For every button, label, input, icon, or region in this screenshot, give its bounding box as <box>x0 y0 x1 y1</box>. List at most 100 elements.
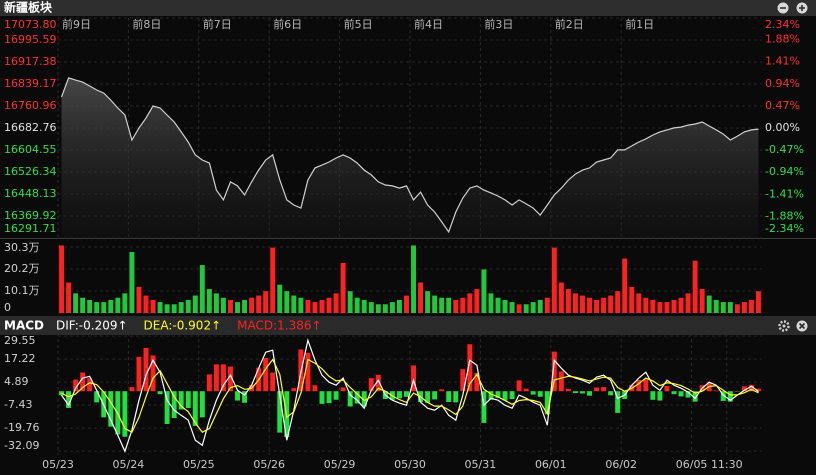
bar <box>502 299 508 313</box>
bar <box>326 391 332 404</box>
bar <box>594 299 600 313</box>
bar <box>608 391 614 396</box>
bar <box>171 391 177 419</box>
bar <box>551 247 557 313</box>
y-tick-label: -32.09 <box>4 439 39 452</box>
bar <box>495 391 501 398</box>
bar <box>368 378 374 392</box>
bar <box>340 387 346 392</box>
bar <box>418 282 424 313</box>
y-tick-label: 16682.76 <box>4 121 57 134</box>
bar <box>87 299 93 313</box>
bar <box>495 297 501 313</box>
x-tick-label: 05/24 <box>113 458 145 471</box>
bar <box>66 282 72 313</box>
header-bar <box>0 0 816 16</box>
y2-tick-label: 0.94% <box>765 77 800 90</box>
bar <box>727 302 733 313</box>
series-line <box>61 358 759 434</box>
bar <box>756 388 761 392</box>
bar <box>361 299 367 313</box>
zoom-out-button[interactable] <box>777 2 789 14</box>
bar <box>220 297 226 313</box>
bar <box>59 245 64 313</box>
y-tick-label: 17073.80 <box>4 18 57 31</box>
bar <box>143 347 149 392</box>
y-tick-label: -19.76 <box>4 421 39 434</box>
close-button[interactable] <box>796 320 808 332</box>
x-tick-label: 05/25 <box>183 458 215 471</box>
bar <box>657 391 663 401</box>
y2-tick-label: 0.47% <box>765 99 800 112</box>
bar <box>249 297 255 313</box>
bar <box>333 293 339 313</box>
x-tick-label: 前3日 <box>484 17 513 31</box>
bar <box>601 387 607 392</box>
bar <box>488 391 494 400</box>
bar <box>516 380 522 392</box>
bar <box>699 289 705 313</box>
bar <box>741 302 747 313</box>
bar <box>73 293 79 313</box>
bar <box>122 391 128 437</box>
bar <box>94 302 100 313</box>
bar <box>439 389 445 392</box>
bar <box>347 391 353 407</box>
bar <box>516 304 522 313</box>
zoom-in-button[interactable] <box>796 2 808 14</box>
x-tick-label: 前2日 <box>555 17 584 31</box>
bar <box>326 297 332 313</box>
y-tick-label: 30.3万 <box>4 241 40 254</box>
bar <box>467 293 473 313</box>
bar <box>164 391 170 425</box>
bar <box>80 372 86 392</box>
x-tick-label: 前4日 <box>414 17 443 31</box>
y-tick-label: 16839.17 <box>4 77 57 90</box>
bar <box>284 291 290 313</box>
bar <box>509 391 515 400</box>
bar <box>453 299 459 313</box>
bar <box>94 391 100 403</box>
legend-entry: DEA:-0.902↑ <box>144 319 222 333</box>
bar <box>509 302 515 313</box>
settings-button[interactable] <box>778 320 790 332</box>
bar <box>270 247 276 313</box>
bar <box>432 391 438 400</box>
x-tick-label: 06/05 <box>676 458 708 471</box>
bar <box>481 269 487 313</box>
bar <box>263 291 269 313</box>
legend-entry: MACD:1.386↑ <box>237 319 321 333</box>
bar <box>192 295 198 313</box>
indicator-title: MACD <box>4 319 44 333</box>
bar <box>404 295 409 313</box>
bar <box>256 295 262 313</box>
bar <box>650 391 656 400</box>
bar <box>460 297 466 313</box>
bar <box>122 293 128 313</box>
bar <box>73 379 79 392</box>
bar <box>150 355 156 392</box>
bar <box>425 391 431 403</box>
bar <box>340 262 346 313</box>
bar <box>446 297 452 313</box>
bar <box>347 291 353 313</box>
y2-tick-label: -0.47% <box>765 143 804 156</box>
y2-tick-label: 1.41% <box>765 55 800 68</box>
bar <box>467 344 473 392</box>
bar <box>580 295 585 313</box>
bar <box>565 388 571 392</box>
y-tick-label: 0 <box>4 301 11 314</box>
bar <box>446 391 452 403</box>
bar <box>741 386 747 392</box>
x-tick-label: 06/02 <box>605 458 637 471</box>
bar <box>530 302 536 313</box>
bar <box>643 297 649 313</box>
bar <box>481 391 487 423</box>
bar <box>108 299 114 313</box>
bar <box>664 302 670 313</box>
bar <box>685 293 691 313</box>
bar <box>523 304 529 313</box>
bar <box>734 304 740 313</box>
bar <box>608 295 614 313</box>
